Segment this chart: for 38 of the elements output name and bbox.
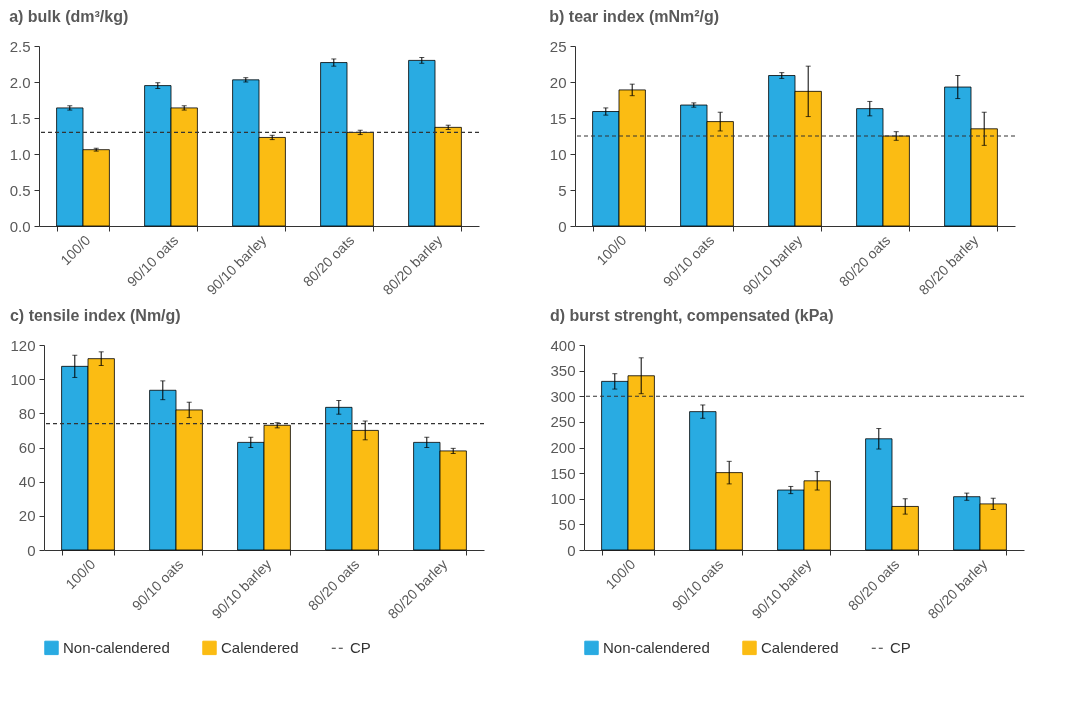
chart-title: d) burst strenght, compensated (kPa) xyxy=(549,307,834,324)
y-tick-label: 0 xyxy=(567,541,576,559)
y-tick-label: 80 xyxy=(18,404,36,422)
legend-label: Calendered xyxy=(221,638,299,656)
y-tick-label: 120 xyxy=(10,336,36,354)
y-tick-label: 25 xyxy=(549,37,567,55)
legend-label: Calendered xyxy=(761,638,839,656)
legend-label: Non-calendered xyxy=(603,638,710,656)
y-tick-label: 100 xyxy=(550,490,576,508)
y-tick-label: 0.5 xyxy=(9,181,31,199)
legend-label: CP xyxy=(350,639,371,657)
y-tick-label: 400 xyxy=(550,336,576,354)
y-tick-label: 5 xyxy=(558,181,567,199)
legend-label: Non-calendered xyxy=(63,638,170,656)
y-tick-label: 0.0 xyxy=(9,217,31,235)
y-tick-label: 2.5 xyxy=(9,37,31,55)
y-tick-label: 0 xyxy=(558,217,567,235)
y-tick-label: 100 xyxy=(10,370,36,388)
y-tick-label: 1.0 xyxy=(9,145,31,163)
y-tick-label: 0 xyxy=(27,541,36,559)
y-tick-label: 250 xyxy=(550,413,576,431)
y-tick-label: 20 xyxy=(549,73,567,91)
y-tick-label: 150 xyxy=(550,464,576,482)
chart-title: a) bulk (dm³/kg) xyxy=(9,8,129,25)
y-tick-label: 350 xyxy=(550,362,576,380)
y-tick-label: 40 xyxy=(18,473,36,491)
y-tick-label: 15 xyxy=(549,109,567,127)
y-tick-label: 20 xyxy=(18,507,36,525)
y-tick-label: 200 xyxy=(550,439,576,456)
chart-title: c) tensile index (Nm/g) xyxy=(9,307,181,324)
y-tick-label: 2.0 xyxy=(9,73,31,91)
y-tick-label: 10 xyxy=(549,145,567,163)
chart-title: b) tear index (mNm²/g) xyxy=(549,8,720,25)
y-tick-label: 60 xyxy=(18,439,36,456)
legend-label: CP xyxy=(890,639,911,657)
y-tick-label: 300 xyxy=(550,387,576,405)
y-tick-label: 50 xyxy=(558,515,576,533)
y-tick-label: 1.5 xyxy=(9,109,31,127)
